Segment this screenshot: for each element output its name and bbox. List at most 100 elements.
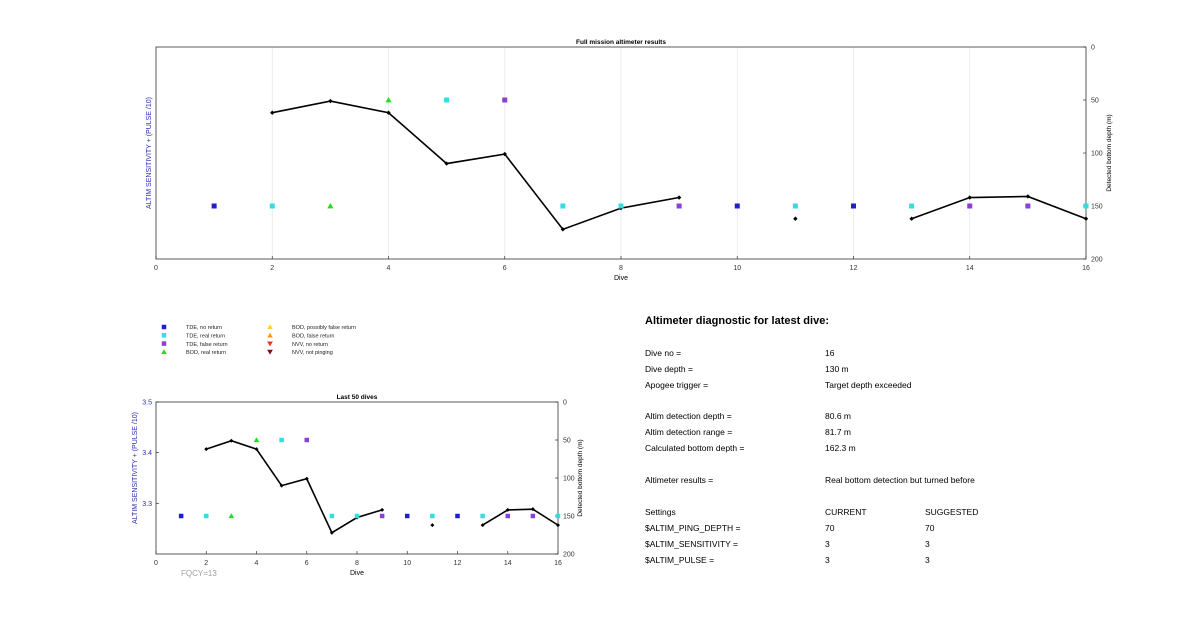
setting-suggested: 3 <box>925 539 930 549</box>
data-marker <box>505 513 510 519</box>
data-marker <box>530 513 536 519</box>
dive-depth-label: Dive depth = <box>645 364 693 374</box>
depth-line <box>205 439 383 534</box>
data-marker <box>480 513 485 519</box>
left-axis-label: ALTIM SENSITIVITY + (PULSE /10) <box>146 97 153 209</box>
x-tick-label: 4 <box>387 265 391 272</box>
legend-marker <box>161 341 167 346</box>
depth-line <box>482 508 559 526</box>
right-axis-ticks: 0 50 100 150 200 <box>555 400 575 559</box>
data-markers <box>178 437 561 519</box>
depth-point <box>304 476 309 481</box>
depth-line <box>911 195 1087 220</box>
setting-name: $ALTIM_SENSITIVITY = <box>645 539 738 549</box>
depth-point <box>530 507 535 512</box>
depth-point <box>793 216 798 221</box>
right-tick-label: 200 <box>1091 257 1103 264</box>
setting-current: 3 <box>825 555 830 565</box>
x-axis-label: Dive <box>350 570 364 577</box>
dive-depth-value: 130 m <box>825 364 849 374</box>
data-marker <box>618 203 624 209</box>
full-mission-chart: Full mission altimeter results 0 2 4 6 8 10 12… <box>146 39 1113 282</box>
depth-lines <box>204 438 560 535</box>
legend-label: NVV, no return <box>292 342 328 348</box>
detection-depth-value: 80.6 m <box>825 411 851 421</box>
right-tick-label: 150 <box>563 514 575 521</box>
chart-title: Last 50 dives <box>337 394 378 401</box>
grid-lines <box>155 47 1087 259</box>
data-marker <box>279 437 284 443</box>
data-marker <box>1083 203 1089 209</box>
depth-point <box>909 216 914 221</box>
setting-suggested: 70 <box>925 523 935 533</box>
setting-current: 70 <box>825 523 835 533</box>
chart-title: Full mission altimeter results <box>576 39 666 46</box>
data-marker <box>178 513 184 519</box>
x-tick-label: 12 <box>850 265 858 272</box>
data-marker <box>792 203 798 209</box>
x-axis-ticks: 0 2 4 6 8 10 12 14 16 <box>154 256 1090 272</box>
apogee-trigger-label: Apogee trigger = <box>645 380 709 390</box>
right-axis-label: Detected bottom depth (m) <box>1106 114 1113 191</box>
results-label: Altimeter results = <box>645 475 714 485</box>
setting-suggested: 3 <box>925 555 930 565</box>
data-marker <box>405 513 410 519</box>
right-tick-label: 100 <box>1091 151 1103 158</box>
depth-point <box>270 110 275 115</box>
data-markers <box>211 97 1089 209</box>
x-tick-label: 12 <box>454 560 462 567</box>
depth-point <box>355 515 359 520</box>
legend-marker <box>161 349 167 355</box>
legend-marker <box>267 349 273 355</box>
depth-point <box>444 161 449 166</box>
depth-point <box>676 195 682 200</box>
setting-name: $ALTIM_PING_DEPTH = <box>645 523 741 533</box>
x-axis-label: Dive <box>614 275 628 282</box>
x-tick-label: 8 <box>355 560 359 567</box>
data-marker <box>379 513 385 519</box>
depth-point <box>386 110 391 115</box>
legend-label: BOD, false return <box>292 334 335 340</box>
left-tick-label: 3.4 <box>142 450 152 457</box>
dive-no-value: 16 <box>825 348 835 358</box>
left-tick-label: 3.5 <box>142 400 152 407</box>
right-tick-label: 100 <box>563 476 575 483</box>
legend-label: TDE, false return <box>186 342 228 348</box>
data-marker <box>327 203 334 209</box>
depth-point <box>380 507 385 512</box>
x-tick-label: 16 <box>554 560 562 567</box>
depth-point <box>279 483 284 488</box>
legend-label: TDE, no return <box>186 325 222 331</box>
depth-line <box>272 100 680 231</box>
data-marker <box>560 203 566 209</box>
depth-point <box>556 523 560 528</box>
data-marker <box>304 437 309 443</box>
data-marker <box>502 97 508 103</box>
data-marker <box>1025 203 1031 209</box>
depth-point <box>1083 216 1089 221</box>
data-marker <box>329 513 335 519</box>
depth-point <box>967 195 972 200</box>
depth-point <box>560 227 566 232</box>
right-axis-ticks: 0 50 100 150 200 <box>1083 45 1103 264</box>
setting-current: 3 <box>825 539 830 549</box>
x-tick-label: 6 <box>503 265 507 272</box>
left-axis-label: ALTIM SENSITIVITY + (PULSE /10) <box>132 412 139 524</box>
right-axis-label: Detected bottom depth (m) <box>577 439 584 516</box>
depth-point <box>254 447 259 452</box>
data-marker <box>555 513 561 519</box>
results-value: Real bottom detection but turned before <box>825 475 975 485</box>
depth-point <box>229 438 234 443</box>
x-tick-label: 16 <box>1082 265 1090 272</box>
depth-point <box>204 447 209 452</box>
right-tick-label: 150 <box>1091 204 1103 211</box>
fqcy-annotation: FQCY=13 <box>181 569 217 578</box>
x-tick-label: 2 <box>204 560 208 567</box>
settings-header: Settings <box>645 507 676 517</box>
data-marker <box>851 203 856 209</box>
depth-point <box>480 523 485 528</box>
data-marker <box>455 513 460 519</box>
right-tick-label: 50 <box>1091 98 1099 105</box>
left-tick-label: 3.3 <box>142 501 152 508</box>
legend-marker <box>161 333 167 338</box>
